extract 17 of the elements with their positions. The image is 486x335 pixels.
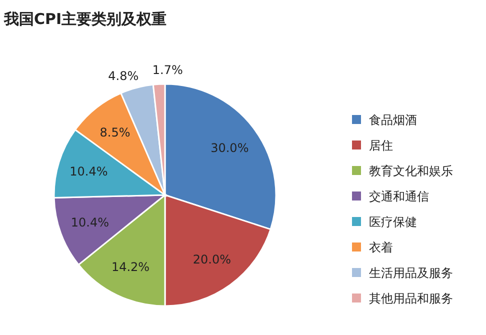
legend-label: 教育文化和娱乐: [369, 164, 453, 178]
data-label: 1.7%: [152, 63, 183, 78]
legend-label: 医疗保健: [369, 215, 417, 229]
chart-title: 我国CPI主要类别及权重: [3, 10, 167, 28]
data-label: 10.4%: [70, 164, 108, 178]
legend-label: 食品烟酒: [369, 113, 417, 127]
data-label: 8.5%: [100, 126, 130, 140]
data-label: 10.4%: [70, 216, 110, 230]
legend-label: 衣着: [369, 240, 393, 254]
legend-label: 交通和通信: [369, 190, 429, 204]
data-label: 14.2%: [111, 260, 150, 274]
legend-label: 居住: [369, 138, 393, 152]
data-label: 4.8%: [108, 69, 139, 84]
data-label: 20.0%: [192, 252, 232, 267]
legend-label: 生活用品及服务: [369, 266, 453, 280]
data-label: 30.0%: [210, 141, 249, 156]
legend-label: 其他用品和服务: [369, 292, 453, 306]
